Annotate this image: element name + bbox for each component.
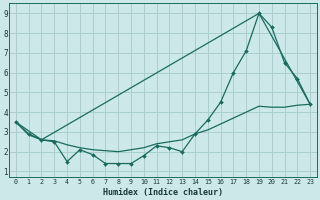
X-axis label: Humidex (Indice chaleur): Humidex (Indice chaleur) bbox=[103, 188, 223, 197]
